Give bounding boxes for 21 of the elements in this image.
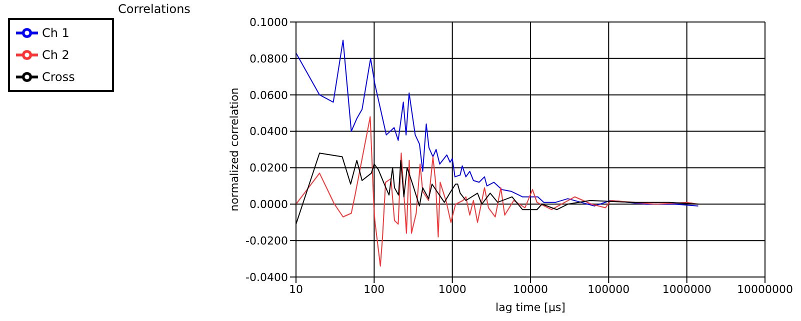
- y-tick-label: 0.1000: [250, 16, 288, 29]
- x-tick-label: 1000: [438, 282, 466, 296]
- y-tick-label: -0.0200: [246, 234, 288, 248]
- y-tick-label: 0.0400: [250, 125, 288, 138]
- y-tick-label: 0.0000: [250, 198, 288, 212]
- y-tick-label: -0.0400: [246, 270, 288, 284]
- legend-label: Ch 2: [42, 48, 70, 62]
- x-tick-label: 10000: [513, 282, 548, 296]
- x-tick-label: 10000000: [737, 282, 793, 296]
- x-tick-label: 100: [364, 282, 385, 296]
- y-tick-label: 0.0800: [250, 52, 288, 66]
- y-tick-label: 0.0200: [250, 162, 288, 175]
- x-tick-label: 10: [289, 282, 303, 296]
- x-tick-label: 1000000: [662, 282, 712, 296]
- legend-label: Cross: [42, 70, 75, 84]
- y-axis-title: normalized correlation: [228, 88, 241, 212]
- text: Correlations: [118, 2, 190, 16]
- legend-label: Ch 1: [42, 26, 70, 40]
- x-axis-title: lag time [µs]: [496, 301, 566, 314]
- x-tick-label: 100000: [588, 282, 630, 296]
- y-tick-label: 0.0600: [250, 88, 288, 102]
